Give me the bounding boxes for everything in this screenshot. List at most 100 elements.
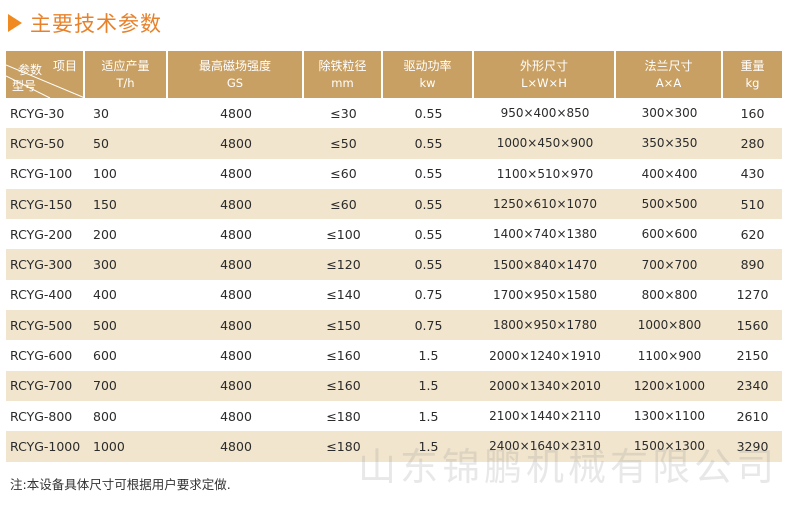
cell-model: RCYG-800: [10, 408, 73, 424]
table-row: RCYG-100 100 4800 ≤60 0.55 1100×510×970 400×40…: [6, 159, 782, 189]
spec-table: 项目 参数 型号 适应产量 T/h 最高磁场强度 GS 除铁粒径 mm 驱动功率 kw …: [6, 51, 782, 462]
cell-dims: 1250×610×1070: [492, 197, 598, 212]
cell-field: 4800: [220, 317, 252, 333]
cell-flange: 1100×900: [637, 348, 702, 363]
cell-dims: 1400×740×1380: [492, 227, 598, 242]
cell-capacity: 600: [93, 348, 117, 364]
cell-dims: 950×400×850: [500, 106, 590, 121]
cell-flange: 1000×800: [637, 318, 702, 333]
table-header: 项目 参数 型号 适应产量 T/h 最高磁场强度 GS 除铁粒径 mm 驱动功率 kw …: [6, 51, 782, 98]
cell-particle: ≤30: [330, 105, 357, 121]
corner-label-model: 型号: [12, 79, 37, 93]
cell-weight: 2610: [736, 408, 769, 424]
cell-capacity: 30: [93, 105, 109, 121]
cell-dims: 2000×1340×2010: [489, 378, 601, 393]
cell-capacity: 800: [93, 408, 117, 424]
cell-capacity: 100: [93, 166, 117, 182]
cell-flange: 700×700: [641, 257, 698, 272]
cell-weight: 510: [740, 196, 765, 212]
cell-field: 4800: [220, 348, 252, 364]
cell-dims: 1100×510×970: [496, 166, 594, 181]
cell-capacity: 200: [93, 226, 117, 242]
section-title: 主要技术参数: [8, 10, 162, 36]
cell-dims: 2400×1640×2310: [489, 439, 601, 454]
cell-power: 0.55: [414, 196, 443, 212]
cell-dims: 2000×1240×1910: [489, 348, 601, 363]
cell-field: 4800: [220, 166, 252, 182]
cell-field: 4800: [220, 105, 252, 121]
cell-field: 4800: [220, 378, 252, 394]
cell-flange: 500×500: [641, 197, 698, 212]
col-header-field: 最高磁场强度 GS: [168, 51, 304, 98]
cell-particle: ≤160: [326, 378, 361, 394]
table-body: RCYG-30 30 4800 ≤30 0.55 950×400×850 300×300 16…: [6, 98, 782, 462]
cell-model: RCYG-400: [10, 287, 73, 303]
cell-model: RCYG-700: [10, 378, 73, 394]
cell-flange: 350×350: [641, 136, 698, 151]
table-row: RCYG-600 600 4800 ≤160 1.5 2000×1240×1910 1100…: [6, 340, 782, 370]
table-row: RCYG-400 400 4800 ≤140 0.75 1700×950×1580 800×…: [6, 280, 782, 310]
cell-particle: ≤180: [326, 438, 361, 454]
cell-weight: 890: [740, 257, 765, 273]
cell-model: RCYG-150: [10, 196, 73, 212]
cell-particle: ≤180: [326, 408, 361, 424]
table-row: RCYG-30 30 4800 ≤30 0.55 950×400×850 300×300 16…: [6, 98, 782, 128]
table-row: RCYG-700 700 4800 ≤160 1.5 2000×1340×2010 1200…: [6, 370, 782, 401]
cell-power: 0.55: [414, 135, 443, 151]
col-header-particle: 除铁粒径 mm: [304, 51, 383, 98]
cell-particle: ≤160: [326, 348, 361, 364]
cell-field: 4800: [220, 257, 252, 273]
cell-flange: 1500×1300: [633, 439, 706, 454]
col-header-capacity: 适应产量 T/h: [85, 51, 168, 98]
cell-capacity: 50: [93, 135, 109, 151]
cell-model: RCYG-500: [10, 317, 73, 333]
cell-field: 4800: [220, 408, 252, 424]
cell-weight: 1270: [736, 287, 769, 303]
cell-power: 0.75: [414, 317, 443, 333]
col-header-dims: 外形尺寸 L×W×H: [474, 51, 616, 98]
cell-capacity: 400: [93, 287, 117, 303]
cell-power: 0.55: [414, 166, 443, 182]
cell-model: RCYG-100: [10, 166, 73, 182]
col-header-flange: 法兰尺寸 A×A: [616, 51, 723, 98]
cell-power: 1.5: [418, 348, 439, 364]
cell-power: 1.5: [418, 408, 439, 424]
cell-power: 0.55: [414, 226, 443, 242]
page-title: 主要技术参数: [30, 12, 162, 36]
cell-weight: 280: [740, 135, 765, 151]
triangle-arrow-icon: [8, 14, 22, 32]
corner-label-params: 参数: [18, 63, 43, 77]
footnote: 注:本设备具体尺寸可根据用户要求定做.: [10, 477, 231, 492]
cell-power: 0.55: [414, 257, 443, 273]
watermark: 山东锦鹏机械有限公司: [358, 445, 779, 489]
table-row: RCYG-800 800 4800 ≤180 1.5 2100×1440×2110 1300…: [6, 401, 782, 431]
cell-weight: 430: [740, 166, 765, 182]
cell-weight: 620: [740, 226, 765, 242]
cell-particle: ≤120: [326, 257, 361, 273]
cell-capacity: 700: [93, 378, 117, 394]
cell-dims: 1800×950×1780: [492, 318, 598, 333]
cell-particle: ≤60: [330, 196, 357, 212]
cell-particle: ≤100: [326, 226, 361, 242]
cell-particle: ≤60: [330, 166, 357, 182]
cell-weight: 160: [740, 105, 765, 121]
cell-power: 0.75: [414, 287, 443, 303]
cell-weight: 1560: [736, 317, 769, 333]
cell-capacity: 500: [93, 317, 117, 333]
cell-model: RCYG-50: [10, 135, 65, 151]
cell-capacity: 300: [93, 257, 117, 273]
cell-particle: ≤150: [326, 317, 361, 333]
corner-label-items: 项目: [52, 59, 77, 73]
cell-field: 4800: [220, 226, 252, 242]
table-row: RCYG-50 50 4800 ≤50 0.55 1000×450×900 350×350 2…: [6, 128, 782, 159]
cell-dims: 1700×950×1580: [492, 287, 598, 302]
table-row: RCYG-1000 1000 4800 ≤180 1.5 2400×1640×2310 15…: [6, 431, 782, 462]
cell-power: 0.55: [414, 105, 443, 121]
diagonal-divider: [6, 64, 83, 98]
col-header-weight: 重量 kg: [723, 51, 782, 98]
corner-header-cell: 项目 参数 型号: [6, 51, 85, 98]
cell-model: RCYG-300: [10, 257, 73, 273]
cell-field: 4800: [220, 438, 252, 454]
cell-flange: 400×400: [641, 166, 698, 181]
cell-dims: 1000×450×900: [496, 136, 594, 151]
